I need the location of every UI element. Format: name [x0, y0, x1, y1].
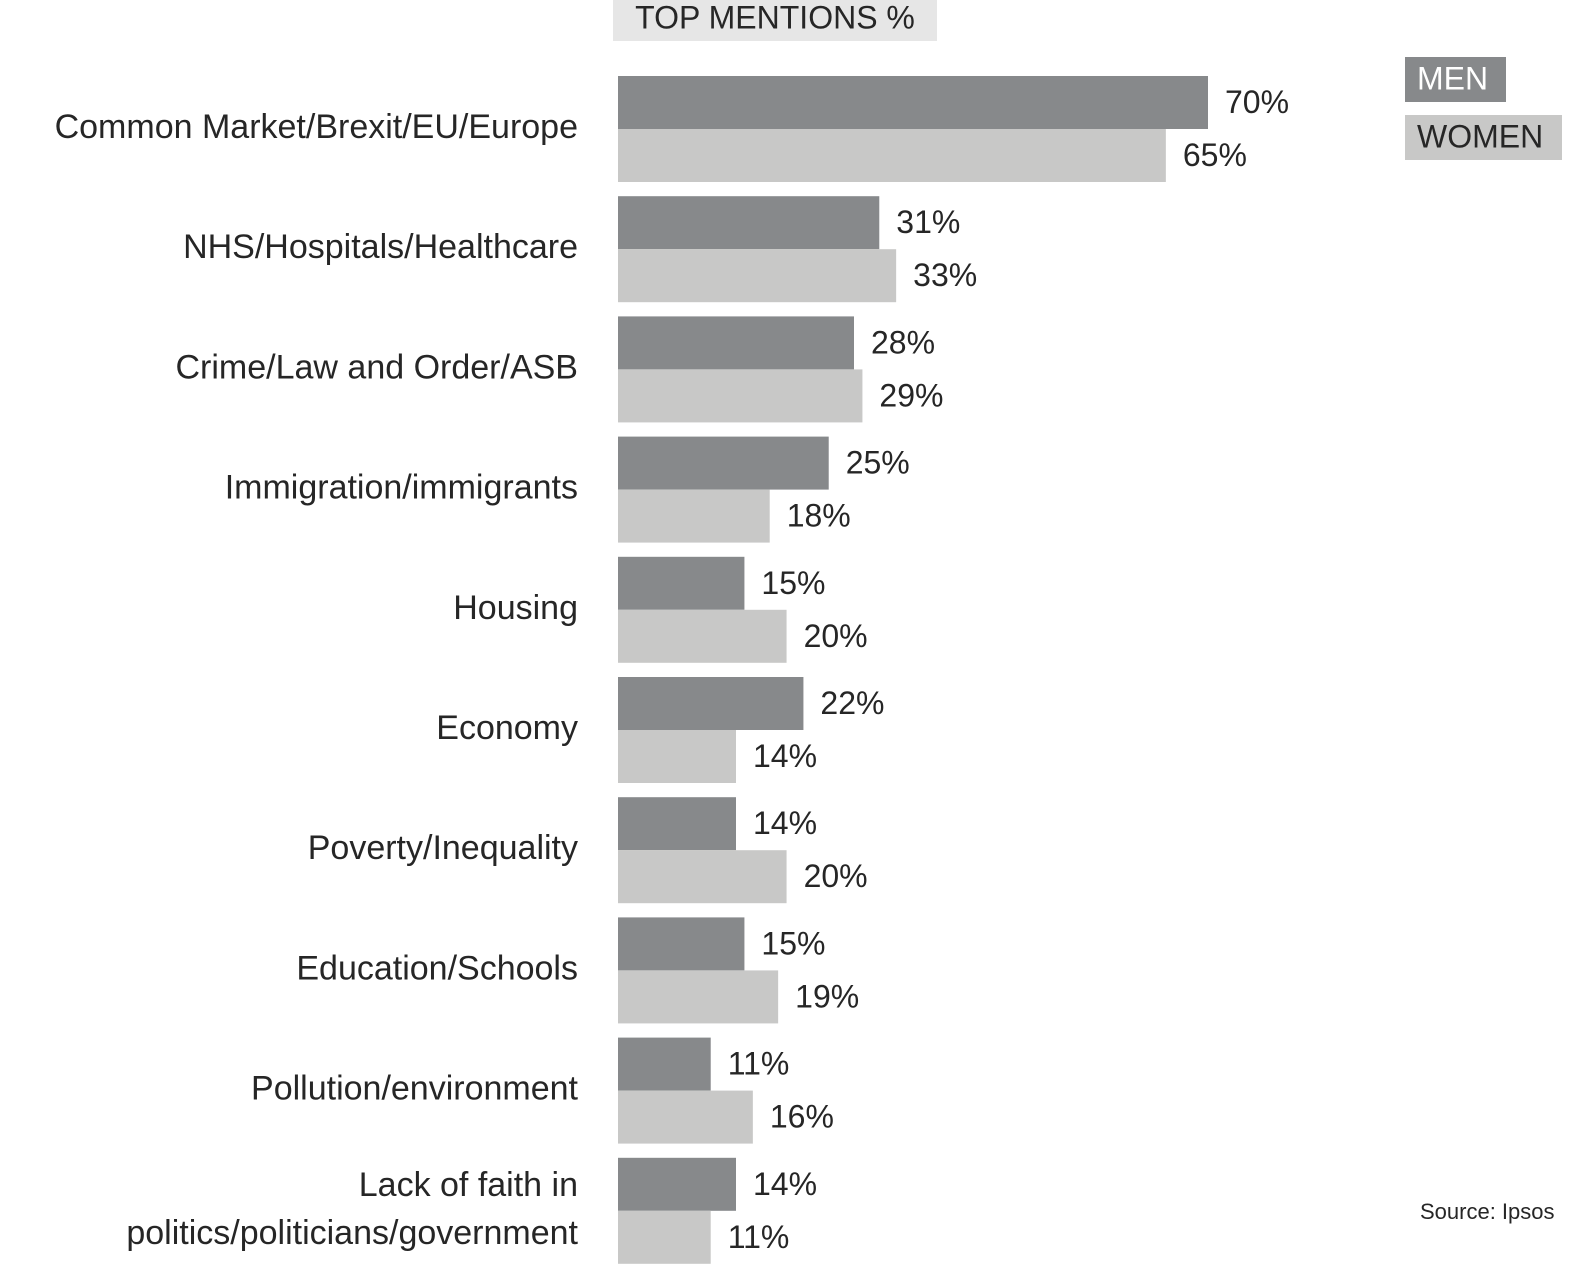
- bar: [618, 609, 787, 663]
- bar: [618, 316, 854, 370]
- value-label: 28%: [871, 324, 935, 360]
- bar: [618, 1037, 711, 1091]
- value-label: 33%: [913, 257, 977, 293]
- bar: [618, 76, 1208, 129]
- value-label: 14%: [753, 805, 817, 841]
- bar: [618, 850, 787, 904]
- chart-title: TOP MENTIONS %: [635, 0, 915, 35]
- bar: [618, 369, 863, 423]
- category-label: Housing: [453, 589, 578, 627]
- value-label: 22%: [820, 685, 884, 721]
- bar: [618, 1157, 736, 1211]
- value-label: 15%: [761, 565, 825, 601]
- bar: [618, 917, 745, 971]
- value-label: 11%: [728, 1219, 790, 1255]
- value-label: 70%: [1225, 84, 1289, 120]
- legend-swatch: [1405, 115, 1562, 160]
- category-label: Education/Schools: [296, 949, 578, 987]
- category-label: Economy: [436, 709, 578, 747]
- value-label: 14%: [753, 738, 817, 774]
- value-label: 25%: [846, 445, 910, 481]
- category-label: Crime/Law and Order/ASB: [176, 348, 579, 386]
- legend-swatch: [1405, 57, 1506, 102]
- value-label: 29%: [879, 377, 943, 413]
- title-background: [613, 0, 937, 41]
- bar: [618, 677, 804, 730]
- category-label: Lack of faith in politics/politicians/gov…: [126, 1166, 578, 1252]
- source-note: Source: Ipsos: [1420, 1199, 1555, 1224]
- bar: [618, 1210, 711, 1264]
- category-label: Immigration/immigrants: [225, 469, 578, 507]
- value-label: 14%: [753, 1166, 817, 1202]
- value-label: 15%: [761, 925, 825, 961]
- legend-label: MEN: [1417, 60, 1488, 96]
- bar: [618, 196, 880, 250]
- value-label: 65%: [1183, 137, 1247, 173]
- category-label: Pollution/environment: [251, 1070, 579, 1108]
- category-label: Poverty/Inequality: [308, 829, 578, 867]
- bar: [618, 970, 779, 1024]
- bar: [618, 436, 829, 490]
- bar: [618, 249, 897, 303]
- value-label: 19%: [795, 978, 859, 1014]
- value-label: 31%: [896, 204, 960, 240]
- category-label: Common Market/Brexit/EU/Europe: [55, 108, 578, 146]
- bar: [618, 129, 1166, 182]
- bar: [618, 797, 736, 851]
- bar: [618, 489, 770, 543]
- value-label: 16%: [770, 1099, 834, 1135]
- legend-label: WOMEN: [1417, 118, 1543, 154]
- value-label: 18%: [787, 498, 851, 534]
- value-label: 11%: [728, 1046, 790, 1082]
- value-label: 20%: [804, 618, 868, 654]
- bar: [618, 556, 745, 610]
- value-label: 20%: [804, 858, 868, 894]
- category-label: NHS/Hospitals/Healthcare: [183, 228, 578, 266]
- bar: [618, 730, 736, 783]
- bar: [618, 1090, 753, 1144]
